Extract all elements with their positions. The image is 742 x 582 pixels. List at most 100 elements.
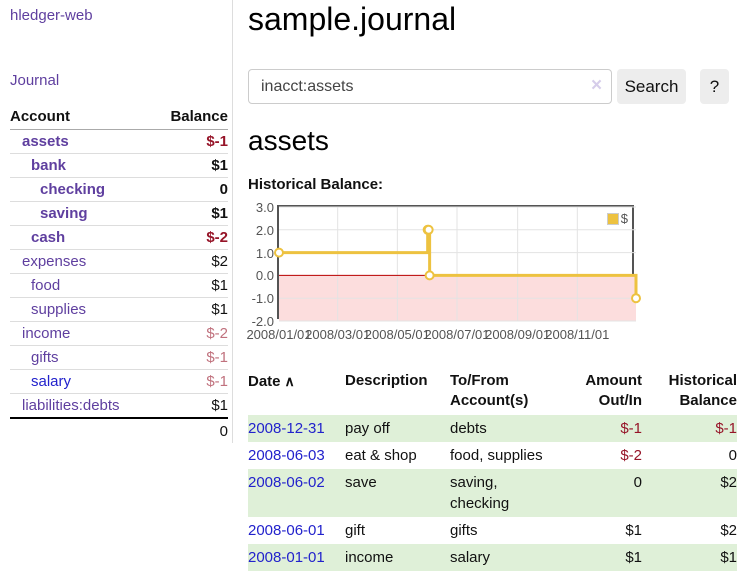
- legend-label: $: [620, 211, 628, 226]
- sidebar-account-link-liabilities-debts[interactable]: liabilities:debts: [22, 397, 120, 414]
- transaction-date-link[interactable]: 2008-01-01: [248, 549, 325, 566]
- transaction-date-link[interactable]: 2008-06-02: [248, 474, 325, 491]
- y-axis-tick-label: -1.0: [251, 291, 274, 307]
- register-row: 2008-06-01 gift gifts $1 $2: [248, 517, 737, 544]
- cell-balance: $1: [650, 544, 737, 571]
- account-title: assets: [248, 125, 329, 156]
- cell-description: eat & shop: [345, 447, 417, 464]
- account-row: supplies $1: [10, 297, 228, 322]
- account-balance: $-1: [152, 345, 228, 370]
- legend-swatch-icon: [606, 212, 619, 225]
- chart-legend: $: [606, 211, 628, 226]
- accounts-total-spacer: [10, 417, 153, 444]
- transaction-date-link[interactable]: 2008-12-31: [248, 420, 325, 437]
- register-table: Date ∧ Description To/From Account(s) Amo…: [248, 366, 737, 571]
- cell-accounts: saving, checking: [450, 469, 562, 517]
- account-row: income $-2: [10, 321, 228, 346]
- sidebar-account-link-checking[interactable]: checking: [40, 181, 106, 198]
- cell-description: income: [345, 544, 450, 571]
- sidebar-account-link-bank[interactable]: bank: [31, 157, 67, 174]
- sidebar: hledger-web Journal Account Balance asse…: [0, 0, 233, 444]
- cell-description: save: [345, 469, 450, 517]
- sort-ascending-icon: ∧: [284, 373, 295, 389]
- sidebar-account-link-cash[interactable]: cash: [31, 229, 66, 246]
- register-header-amount: Amount Out/In: [585, 372, 642, 409]
- cell-amount: 0: [562, 469, 650, 517]
- account-row: assets $-1: [10, 130, 228, 154]
- account-row: liabilities:debts $1: [10, 393, 228, 418]
- account-row: food $1: [10, 273, 228, 298]
- app-brand-link[interactable]: hledger-web: [10, 7, 93, 24]
- sidebar-account-link-food[interactable]: food: [31, 277, 61, 294]
- accounts-header-row: Account Balance: [10, 106, 228, 130]
- cell-accounts: salary: [450, 544, 562, 571]
- transaction-date-link[interactable]: 2008-06-01: [248, 522, 325, 539]
- register-header-date[interactable]: Date ∧: [248, 366, 345, 415]
- search-button[interactable]: Search: [617, 69, 686, 104]
- search-input[interactable]: [248, 69, 612, 104]
- register-row: 2008-01-01 income salary $1 $1: [248, 544, 737, 571]
- cell-amount: $1: [625, 522, 642, 539]
- cell-description: gift: [345, 522, 366, 539]
- y-axis-tick-label: -2.0: [251, 314, 274, 329]
- cell-amount: $1: [562, 544, 650, 571]
- accounts-total-row: 0: [10, 417, 228, 444]
- cell-balance: $2: [720, 522, 737, 539]
- cell-date: 2008-01-01: [248, 544, 345, 571]
- account-balance: $1: [152, 273, 228, 298]
- account-balance: $1: [152, 201, 228, 226]
- cell-amount: $-1: [562, 415, 650, 442]
- cell-description: pay off: [345, 415, 450, 442]
- sidebar-account-link-supplies[interactable]: supplies: [31, 301, 87, 318]
- sidebar-account-link-saving[interactable]: saving: [40, 205, 88, 222]
- sidebar-item-journal[interactable]: Journal: [10, 72, 60, 89]
- sidebar-account-link-salary[interactable]: salary: [31, 373, 72, 390]
- chart-plot-area[interactable]: $: [274, 205, 641, 322]
- y-axis-tick-label: 0.0: [255, 268, 274, 284]
- clear-search-icon[interactable]: ×: [591, 75, 603, 96]
- account-balance: 0: [152, 177, 228, 202]
- register-header-date-label: Date: [248, 373, 281, 390]
- x-axis-tick-label: 2008/07/01: [424, 327, 490, 342]
- account-balance: $1: [152, 297, 228, 322]
- account-row: gifts $-1: [10, 345, 228, 370]
- account-balance: $-2: [152, 321, 228, 346]
- cell-balance: 0: [728, 447, 737, 464]
- sidebar-account-link-expenses[interactable]: expenses: [22, 253, 87, 270]
- x-axis-tick-label: 2008/05/01: [364, 327, 430, 342]
- accounts-header-balance: Balance: [152, 106, 228, 130]
- account-balance: $1: [152, 393, 228, 418]
- account-balance: $-2: [152, 225, 228, 250]
- x-axis-tick-label: 2008/11/01: [545, 327, 610, 342]
- balance-chart: $ 3.0 2.0 1.0 0.0 -1.0 -2.0 2008/01/01 2008/03/…: [246, 200, 742, 355]
- account-row: saving $1: [10, 201, 228, 226]
- chart-caption: Historical Balance:: [248, 176, 384, 193]
- register-row: 2008-06-02 save saving, checking 0 $2: [248, 469, 737, 517]
- sidebar-account-link-gifts[interactable]: gifts: [31, 349, 59, 366]
- register-header-description: Description: [345, 372, 428, 389]
- account-row: salary $-1: [10, 369, 228, 394]
- cell-balance: $2: [650, 469, 737, 517]
- help-button[interactable]: ?: [700, 69, 729, 104]
- y-axis-tick-label: 2.0: [255, 222, 274, 238]
- account-balance: $-1: [206, 133, 228, 150]
- sidebar-account-link-assets[interactable]: assets: [22, 133, 69, 150]
- x-axis-tick-label: 2008/09/01: [485, 327, 551, 342]
- x-axis-tick-label: 2008/03/01: [305, 327, 371, 342]
- accounts-total-value: 0: [152, 417, 228, 444]
- register-row: 2008-06-03 eat & shop food, supplies $-2 0: [248, 442, 737, 469]
- sidebar-account-link-income[interactable]: income: [22, 325, 71, 342]
- cell-balance: $-1: [650, 415, 737, 442]
- x-axis-tick-label: 2008/01/01: [246, 327, 312, 342]
- account-row: bank $1: [10, 153, 228, 178]
- account-row: expenses $2: [10, 249, 228, 274]
- cell-date: 2008-12-31: [248, 415, 345, 442]
- transaction-date-link[interactable]: 2008-06-03: [248, 447, 325, 464]
- cell-accounts: gifts: [450, 522, 478, 539]
- page-title: sample.journal: [248, 1, 457, 37]
- cell-accounts: food, supplies: [450, 447, 543, 464]
- register-row: 2008-12-31 pay off debts $-1 $-1: [248, 415, 737, 442]
- cell-date: 2008-06-02: [248, 469, 345, 517]
- cell-date: 2008-06-03: [248, 442, 345, 469]
- accounts-table: Account Balance assets $-1 bank $1 checking 0…: [10, 106, 228, 444]
